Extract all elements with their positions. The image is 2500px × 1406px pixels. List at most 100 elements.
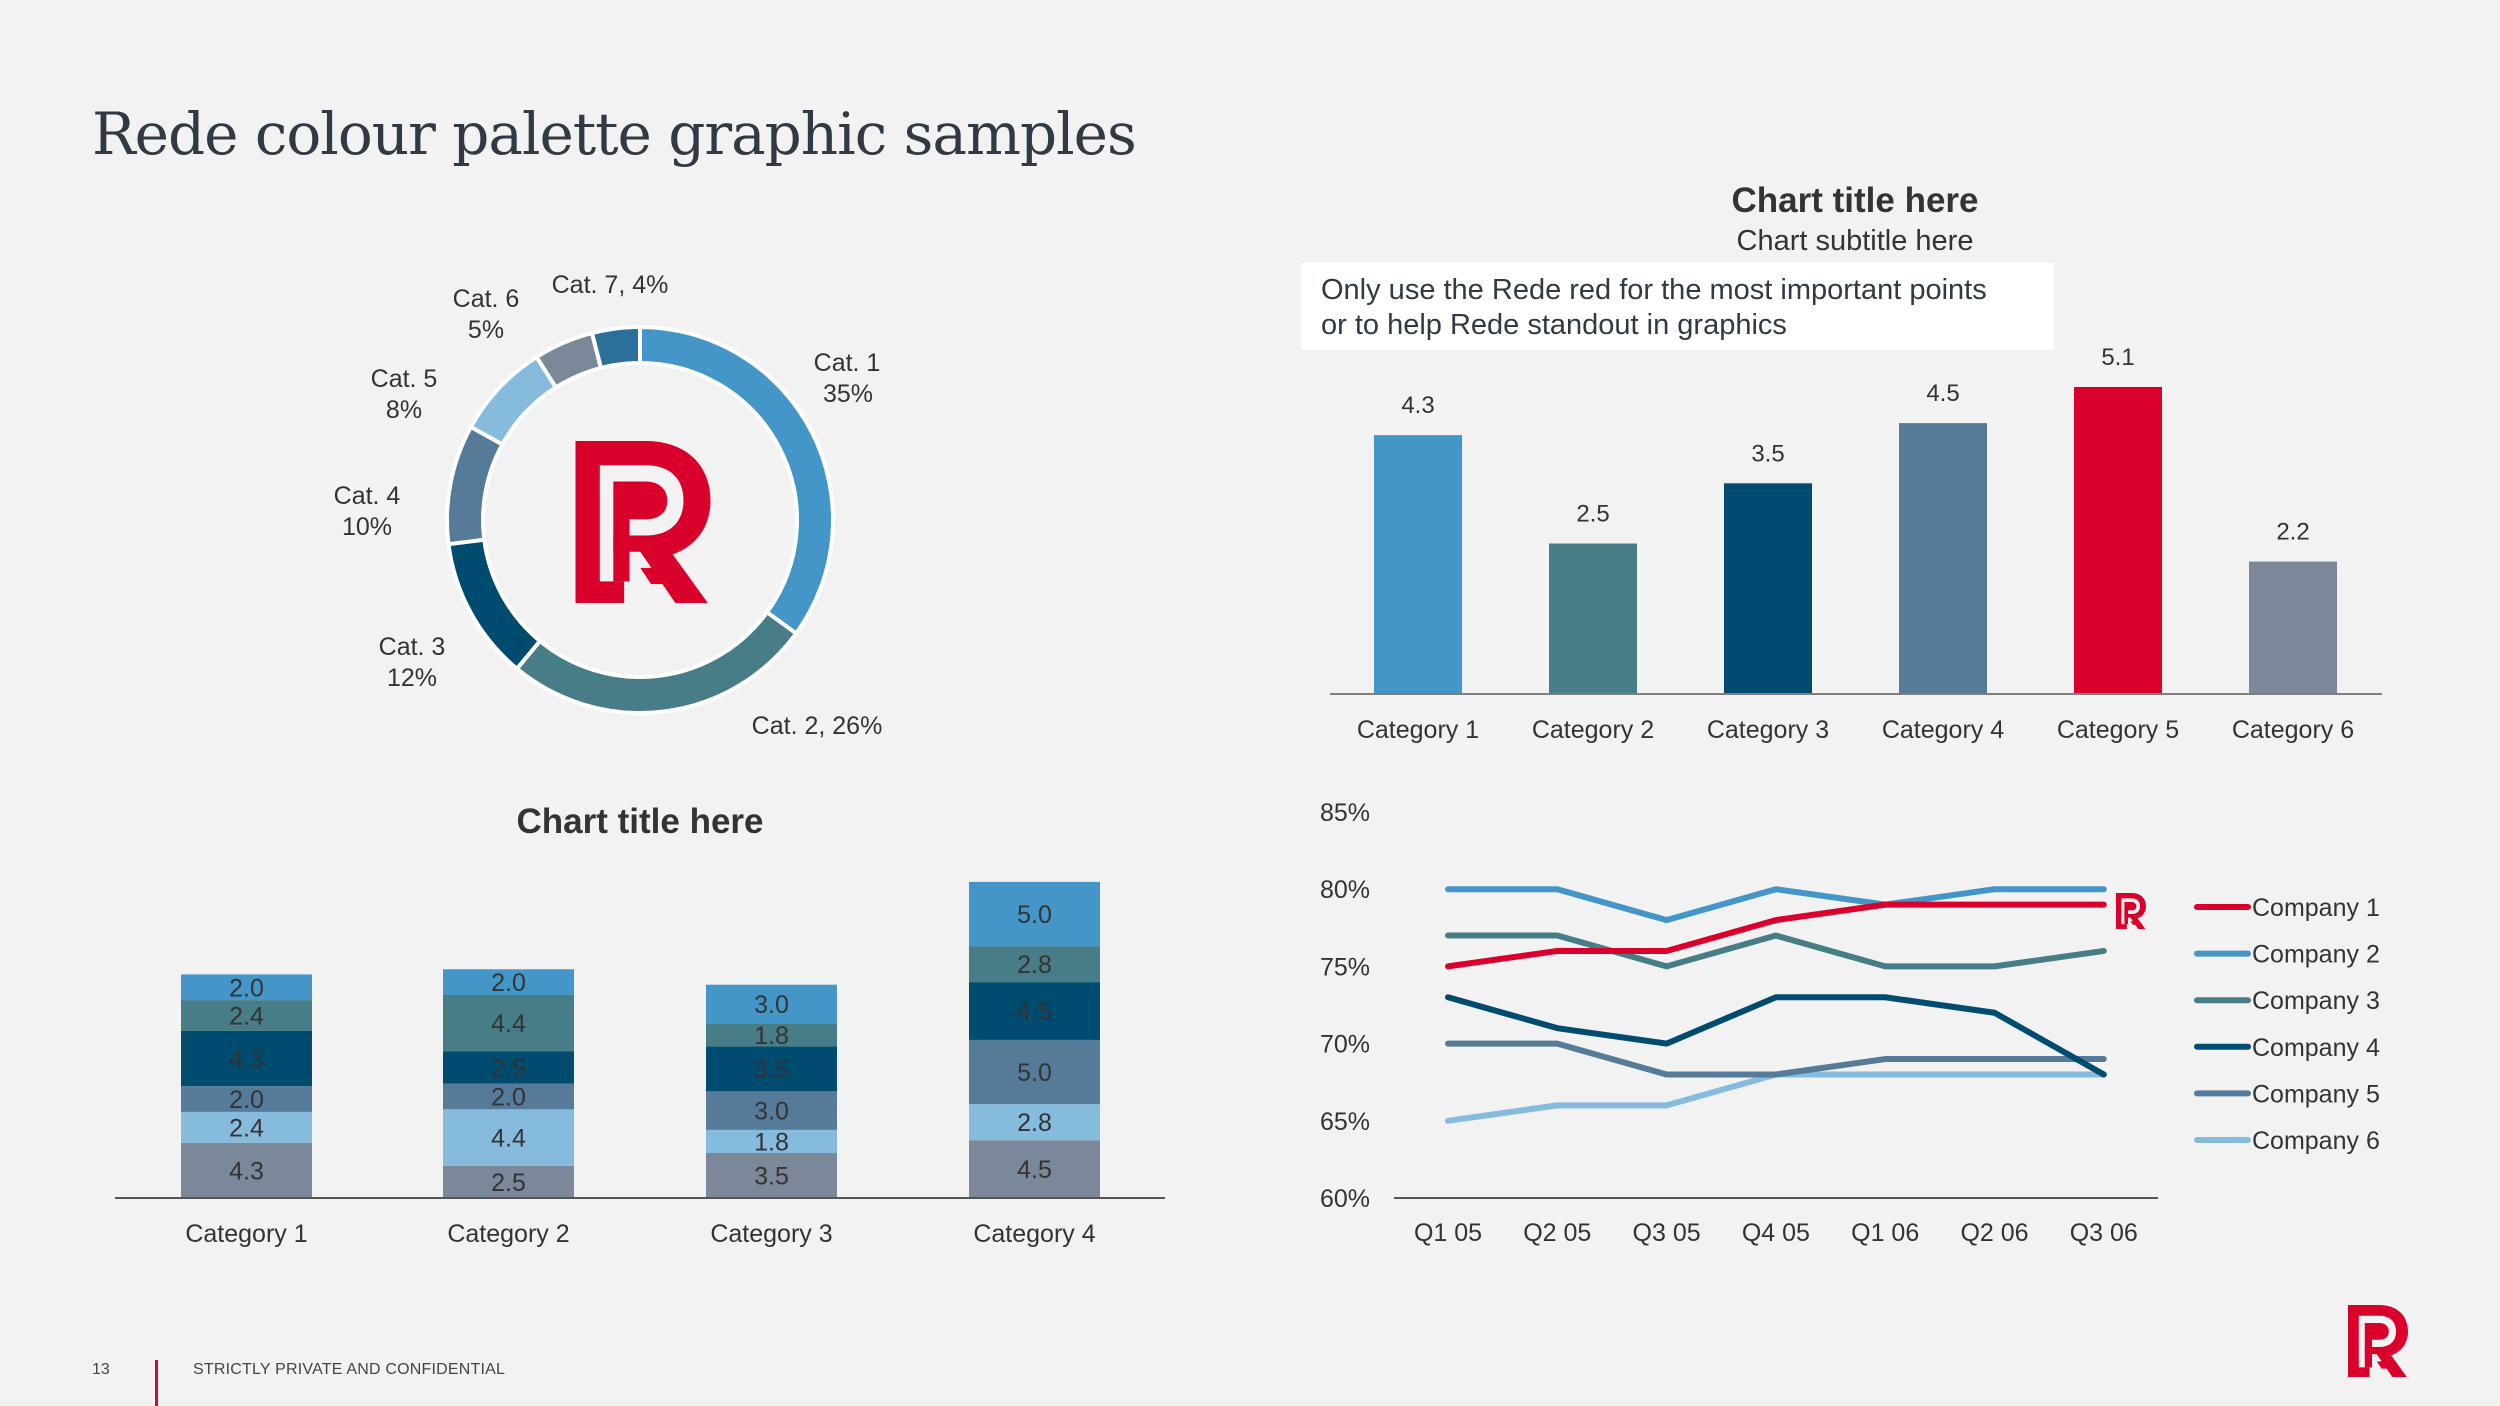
stack-segment: [969, 1039, 1100, 1105]
x-tick-label: Q3 05: [1633, 1219, 1701, 1247]
stack-category-label: Category 1: [185, 1220, 307, 1248]
stack-segment: [706, 1091, 837, 1130]
y-tick-label: 70%: [1320, 1031, 1370, 1059]
donut-slice: [446, 537, 543, 672]
donut-label-cat3: Cat. 3 12%: [379, 633, 446, 692]
legend-label: Company 1: [2252, 894, 2380, 922]
donut-labels: Cat. 1 35% Cat. 2, 26% Cat. 3 12% Cat. 4 10…: [334, 271, 883, 740]
x-tick-label: Q1 06: [1851, 1219, 1919, 1247]
callout-line-1: Only use the Rede red for the most impor…: [1321, 274, 1987, 306]
stack-category-label: Category 3: [710, 1220, 832, 1248]
x-tick-label: Q2 06: [1960, 1219, 2028, 1247]
bar: [1549, 543, 1637, 694]
line-series-company-4: [1445, 994, 2107, 1078]
donut-label-cat1: Cat. 1 35%: [814, 349, 881, 408]
stack-segment-label: 2.5: [491, 1055, 526, 1083]
bar-value-label: 2.2: [2276, 519, 2309, 546]
stack-segment: [181, 1086, 312, 1112]
bar: [1899, 423, 1987, 694]
stack-category-label: Category 2: [447, 1220, 569, 1248]
stack-segment: [181, 1030, 312, 1087]
y-tick-label: 80%: [1320, 876, 1370, 904]
stack-category-label: Category 4: [973, 1220, 1095, 1248]
donut-label-cat6: Cat. 6 5%: [453, 285, 520, 344]
stack-segment: [969, 982, 1100, 1040]
stack-segment: [181, 1000, 312, 1031]
line-series-company-3: [1445, 932, 2107, 970]
bar: [1724, 483, 1812, 694]
line-series-company-6: [1445, 1071, 2107, 1124]
stack-segment: [181, 1142, 312, 1198]
y-tick-label: 75%: [1320, 953, 1370, 981]
stack-segment-label: 4.4: [491, 1010, 526, 1038]
y-tick-label: 85%: [1320, 799, 1370, 827]
legend-label: Company 5: [2252, 1080, 2380, 1108]
x-tick-label: Q1 05: [1414, 1219, 1482, 1247]
stack-segment: [969, 946, 1100, 983]
bar-category-label: Category 2: [1532, 716, 1654, 744]
donut-chart: Cat. 1 35% Cat. 2, 26% Cat. 3 12% Cat. 4 10…: [334, 271, 883, 740]
stack-segment: [443, 1165, 574, 1198]
callout-note: Only use the Rede red for the most impor…: [1301, 263, 2054, 350]
bar-category-label: Category 5: [2057, 716, 2179, 744]
stack-segment-label: 2.8: [1017, 1109, 1052, 1137]
legend-label: Company 4: [2252, 1034, 2380, 1062]
donut-label-cat7: Cat. 7, 4%: [552, 271, 669, 299]
stacked-chart-title: Chart title here: [517, 802, 764, 841]
stack-segment-label: 3.0: [754, 1098, 789, 1126]
x-tick-label: Q2 05: [1523, 1219, 1591, 1247]
stack-segment-label: 4.4: [491, 1125, 526, 1153]
donut-label-cat5: Cat. 5 8%: [371, 365, 438, 424]
stack-segment-label: 2.0: [491, 1083, 526, 1111]
y-tick-label: 65%: [1320, 1108, 1370, 1136]
stack-segment: [443, 969, 574, 995]
legend-label: Company 3: [2252, 987, 2380, 1015]
bar-chart-bars: 4.3 Category 1 2.5 Category 2 3.5 Category 3 4…: [1357, 344, 2354, 744]
stack-segment: [443, 1051, 574, 1084]
legend-label: Company 2: [2252, 941, 2380, 969]
bar-chart-subtitle: Chart subtitle here: [1737, 225, 1974, 257]
stacked-bar-chart: Chart title here 4.32.42.04.32.42.0Categ…: [115, 802, 1165, 1248]
stack-segment: [443, 994, 574, 1052]
stack-segment-label: 2.8: [1017, 951, 1052, 979]
bar-value-label: 5.1: [2101, 344, 2134, 371]
rede-marker-icon: [2116, 893, 2146, 929]
bar-value-label: 4.5: [1926, 380, 1959, 407]
stack-segment: [706, 1046, 837, 1092]
line-series-company-1: [1445, 901, 2107, 970]
y-tick-label: 60%: [1320, 1185, 1370, 1213]
stack-segment-label: 2.5: [491, 1169, 526, 1197]
confidentiality-notice: STRICTLY PRIVATE AND CONFIDENTIAL: [193, 1361, 506, 1378]
bar-category-label: Category 3: [1707, 716, 1829, 744]
stack-segment-label: 5.0: [1017, 1059, 1052, 1087]
bar: [1374, 435, 1462, 694]
bar-category-label: Category 1: [1357, 716, 1479, 744]
line-chart: 60%65%70%75%80%85% Q1 05 Q2 05 Q3 05 Q4 05 Q…: [1320, 799, 2380, 1247]
stack-segment: [443, 1083, 574, 1110]
line-chart-y-axis: 60% 65% 70% 75% 80% 85%: [1320, 799, 1370, 1213]
page-title: Rede colour palette graphic samples: [92, 100, 1137, 168]
stack-segment: [969, 1140, 1100, 1198]
donut-slice: [514, 609, 799, 715]
stack-segment: [706, 1153, 837, 1198]
stack-segment: [969, 1104, 1100, 1141]
legend-label: Company 6: [2252, 1127, 2380, 1155]
stack-segment-label: 2.4: [229, 1003, 264, 1031]
stack-segment-label: 3.5: [754, 1056, 789, 1084]
stack-segment-label: 1.8: [754, 1022, 789, 1050]
stack-segment: [706, 1023, 837, 1047]
stack-segment-label: 4.3: [229, 1157, 264, 1185]
bar-category-label: Category 4: [1882, 716, 2004, 744]
bar-value-label: 4.3: [1401, 392, 1434, 419]
bar-value-label: 3.5: [1751, 440, 1784, 467]
callout-line-2: or to help Rede standout in graphics: [1321, 309, 1787, 341]
donut-slice: [589, 324, 642, 371]
stack-segment: [181, 1111, 312, 1143]
donut-slices: [445, 324, 835, 715]
x-tick-label: Q3 06: [2070, 1219, 2138, 1247]
rede-logo-icon: [575, 441, 711, 603]
bar-value-label: 2.5: [1576, 501, 1609, 528]
donut-slice: [445, 424, 506, 547]
stack-segment: [443, 1109, 574, 1166]
